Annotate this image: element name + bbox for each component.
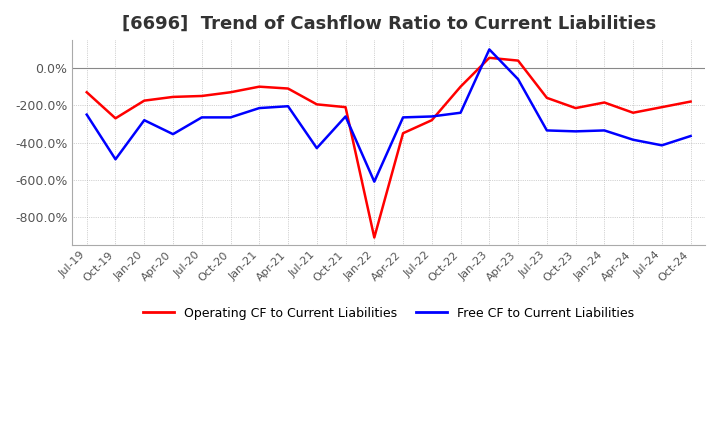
Free CF to Current Liabilities: [600, 128, 608, 133]
Free CF to Current Liabilities: [485, 47, 494, 52]
Operating CF to Current Liabilities: [629, 110, 637, 115]
Free CF to Current Liabilities: [111, 157, 120, 162]
Legend: Operating CF to Current Liabilities, Free CF to Current Liabilities: Operating CF to Current Liabilities, Fre…: [138, 302, 639, 325]
Title: [6696]  Trend of Cashflow Ratio to Current Liabilities: [6696] Trend of Cashflow Ratio to Curren…: [122, 15, 656, 33]
Operating CF to Current Liabilities: [312, 102, 321, 107]
Free CF to Current Liabilities: [686, 133, 695, 139]
Operating CF to Current Liabilities: [82, 90, 91, 95]
Free CF to Current Liabilities: [312, 146, 321, 151]
Line: Operating CF to Current Liabilities: Operating CF to Current Liabilities: [86, 58, 690, 238]
Operating CF to Current Liabilities: [111, 116, 120, 121]
Free CF to Current Liabilities: [284, 103, 292, 109]
Operating CF to Current Liabilities: [657, 105, 666, 110]
Free CF to Current Liabilities: [168, 132, 177, 137]
Free CF to Current Liabilities: [571, 129, 580, 134]
Free CF to Current Liabilities: [82, 112, 91, 117]
Free CF to Current Liabilities: [370, 179, 379, 184]
Operating CF to Current Liabilities: [399, 131, 408, 136]
Operating CF to Current Liabilities: [341, 105, 350, 110]
Free CF to Current Liabilities: [514, 77, 523, 82]
Operating CF to Current Liabilities: [370, 235, 379, 240]
Operating CF to Current Liabilities: [197, 93, 206, 99]
Operating CF to Current Liabilities: [255, 84, 264, 89]
Operating CF to Current Liabilities: [140, 98, 148, 103]
Operating CF to Current Liabilities: [600, 100, 608, 105]
Operating CF to Current Liabilities: [485, 55, 494, 60]
Operating CF to Current Liabilities: [456, 84, 465, 89]
Free CF to Current Liabilities: [140, 117, 148, 123]
Operating CF to Current Liabilities: [284, 86, 292, 91]
Free CF to Current Liabilities: [226, 115, 235, 120]
Line: Free CF to Current Liabilities: Free CF to Current Liabilities: [86, 49, 690, 182]
Free CF to Current Liabilities: [399, 115, 408, 120]
Free CF to Current Liabilities: [629, 137, 637, 143]
Free CF to Current Liabilities: [543, 128, 552, 133]
Free CF to Current Liabilities: [657, 143, 666, 148]
Operating CF to Current Liabilities: [514, 58, 523, 63]
Operating CF to Current Liabilities: [226, 90, 235, 95]
Operating CF to Current Liabilities: [686, 99, 695, 104]
Operating CF to Current Liabilities: [543, 95, 552, 100]
Free CF to Current Liabilities: [197, 115, 206, 120]
Free CF to Current Liabilities: [456, 110, 465, 115]
Free CF to Current Liabilities: [428, 114, 436, 119]
Operating CF to Current Liabilities: [571, 106, 580, 111]
Free CF to Current Liabilities: [341, 114, 350, 119]
Operating CF to Current Liabilities: [428, 117, 436, 123]
Free CF to Current Liabilities: [255, 106, 264, 111]
Operating CF to Current Liabilities: [168, 94, 177, 99]
